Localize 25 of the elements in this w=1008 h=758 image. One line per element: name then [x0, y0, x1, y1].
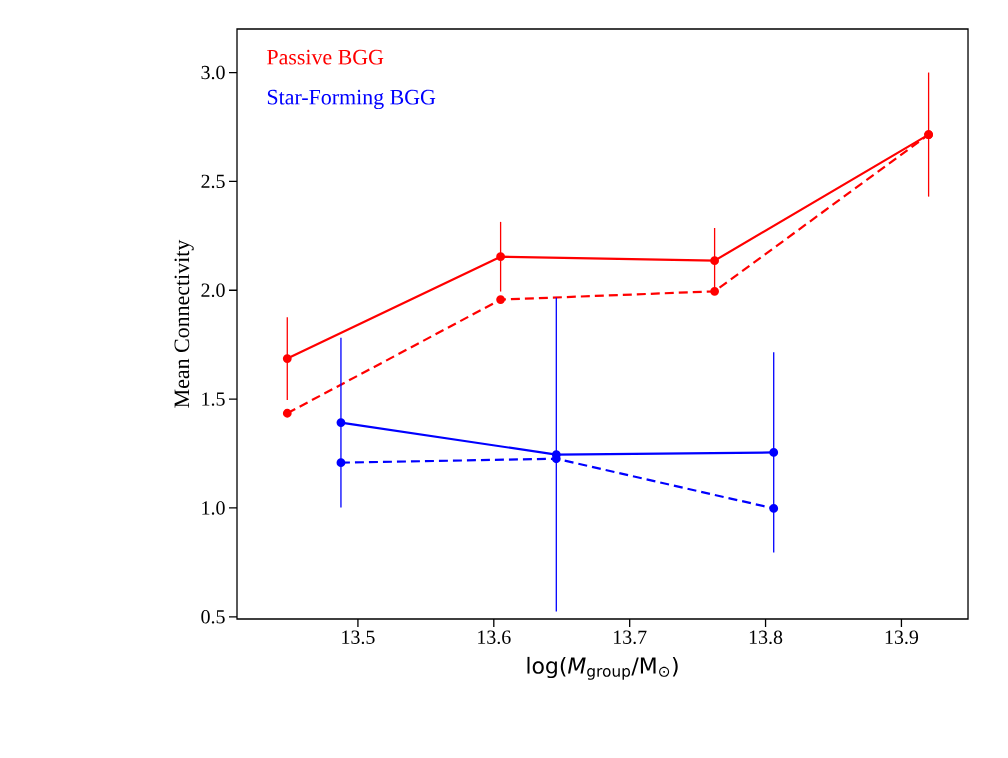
- point: [496, 295, 505, 305]
- point: [496, 252, 505, 262]
- x-tick-label: 13.7: [614, 630, 647, 644]
- x-tick-label: 13.9: [885, 630, 919, 644]
- x-tick-label: 13.6: [478, 630, 511, 644]
- point: [336, 458, 346, 468]
- point: [710, 286, 719, 296]
- point: [710, 256, 719, 266]
- point: [769, 448, 779, 457]
- point: [769, 504, 779, 513]
- point: [336, 418, 346, 428]
- x-tick-label: 13.8: [749, 630, 783, 645]
- y-tick-label: 2.0: [201, 283, 225, 298]
- y-tick-label: 1.0: [202, 501, 225, 515]
- x-axis-title: log(M$_{group}$/M$_{⊙}$): [527, 656, 678, 680]
- y-tick-label: 3.0: [201, 65, 225, 80]
- x-tick-label: 13.5: [342, 630, 375, 644]
- y-tick-label: 2.5: [201, 174, 225, 189]
- y-tick-label: 0.5: [201, 610, 225, 624]
- point: [282, 354, 292, 364]
- text: Passive BGG: [267, 49, 384, 65]
- text: Star-Forming BGG: [267, 89, 436, 110]
- point: [282, 408, 292, 418]
- y-axis-title: Mean Connectivity: [174, 239, 194, 408]
- y-tick-label: 1.5: [202, 392, 225, 406]
